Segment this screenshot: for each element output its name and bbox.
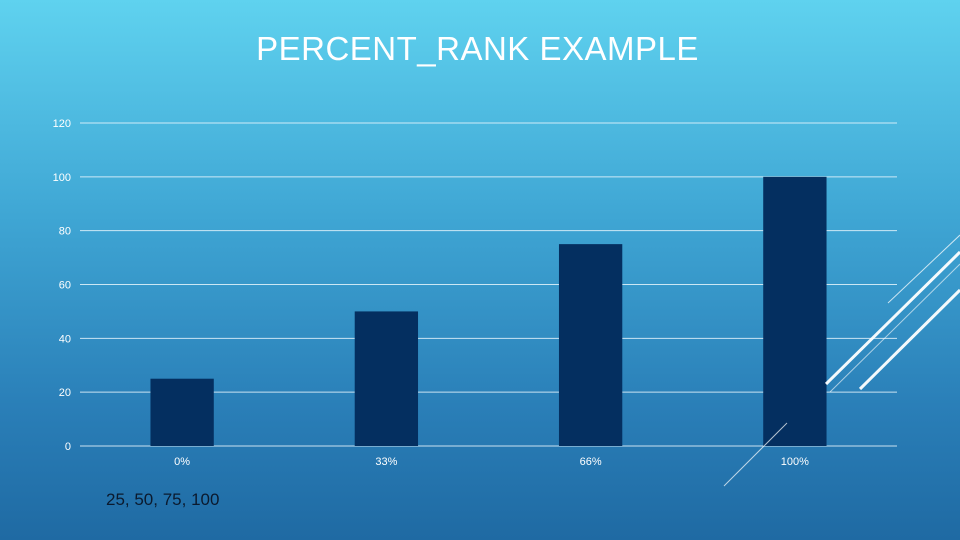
y-tick-label: 120 bbox=[53, 118, 71, 130]
y-tick-label: 80 bbox=[59, 226, 71, 238]
slide-title: PERCENT_RANK EXAMPLE bbox=[256, 30, 699, 67]
y-tick-label: 40 bbox=[59, 333, 71, 345]
bar-2 bbox=[354, 311, 419, 446]
y-tick-label: 60 bbox=[59, 280, 71, 292]
bar-1 bbox=[150, 378, 214, 446]
x-tick-label: 0% bbox=[174, 456, 190, 468]
x-tick-label: 33% bbox=[375, 456, 397, 468]
y-tick-label: 20 bbox=[59, 387, 71, 399]
caption-values: 25, 50, 75, 100 bbox=[106, 490, 220, 509]
x-tick-label: 100% bbox=[781, 456, 809, 468]
x-axis-tick-labels: 0% 33% 66% 100% bbox=[174, 456, 809, 468]
y-axis-tick-labels: 0 20 40 60 80 100 120 bbox=[53, 118, 71, 453]
gridlines bbox=[80, 122, 897, 447]
y-tick-label: 0 bbox=[65, 441, 71, 453]
y-tick-label: 100 bbox=[53, 172, 71, 184]
bar-4 bbox=[763, 176, 827, 447]
x-tick-label: 66% bbox=[580, 456, 602, 468]
bar-3 bbox=[558, 244, 623, 446]
bars bbox=[150, 176, 827, 447]
